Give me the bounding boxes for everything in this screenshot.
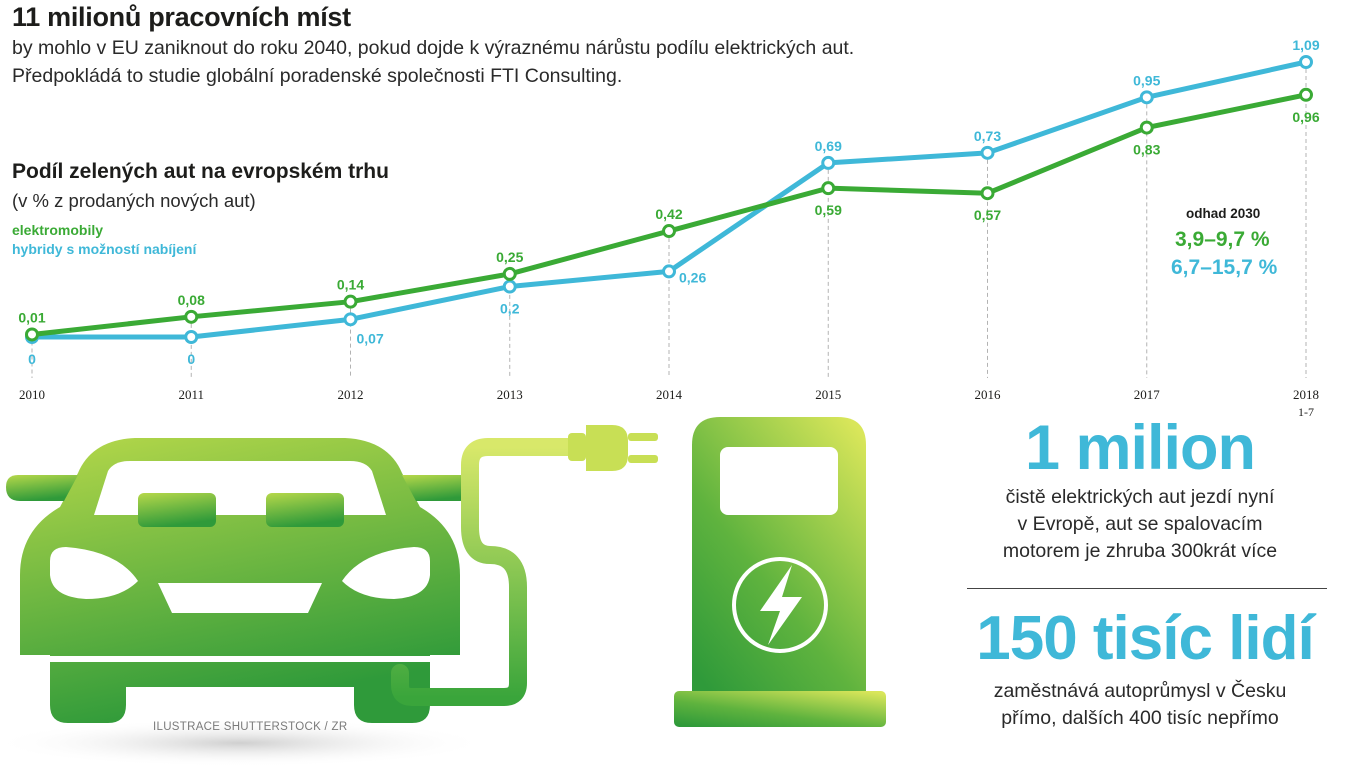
data-point-phev xyxy=(502,279,517,294)
data-point-ev xyxy=(1299,87,1313,102)
data-label-ev: 0,57 xyxy=(974,207,1001,223)
stat-description-line: v Evropě, aut se spalovacím xyxy=(1017,513,1263,535)
stat-electric-cars-description: čistě elektrických aut jezdí nyní v Evro… xyxy=(975,484,1305,565)
data-label-phev: 0,26 xyxy=(679,269,706,285)
data-point-phev xyxy=(1139,90,1154,105)
subtitle-line-1: by mohlo v EU zaniknout do roku 2040, po… xyxy=(12,37,855,59)
data-point-phev xyxy=(184,330,199,344)
divider xyxy=(967,588,1327,589)
data-label-ev: 0,83 xyxy=(1133,142,1160,158)
legend-item-ev: elektromobily xyxy=(12,222,104,238)
x-tick-label: 2018 xyxy=(1293,387,1319,402)
x-tick-label: 2010 xyxy=(19,387,45,402)
stat-description-line: čistě elektrických aut jezdí nyní xyxy=(1005,486,1275,508)
data-label-ev: 0,14 xyxy=(337,277,364,293)
data-point-ev xyxy=(343,294,358,309)
legend-item-phev: hybridy s možností nabíjení xyxy=(12,241,197,257)
data-label-ev: 0,08 xyxy=(178,292,205,308)
x-tick-label: 2014 xyxy=(656,387,683,402)
lightning-bolt-icon xyxy=(760,565,802,645)
data-label-phev: 1,09 xyxy=(1292,37,1319,53)
data-label-ev: 0,25 xyxy=(496,249,523,265)
x-tick-label: 2013 xyxy=(497,387,523,402)
data-point-ev xyxy=(980,186,995,201)
data-point-ev xyxy=(502,266,517,281)
data-label-phev: 0,2 xyxy=(500,301,520,317)
estimate-phev: 6,7–15,7 % xyxy=(1171,256,1278,279)
data-label-ev: 0,96 xyxy=(1292,109,1319,125)
data-label-phev: 0 xyxy=(28,351,36,367)
data-point-phev xyxy=(1299,55,1313,69)
data-label-phev: 0,95 xyxy=(1133,72,1160,88)
data-point-phev xyxy=(662,264,676,279)
charging-station-icon xyxy=(674,417,886,727)
stat-description-line: motorem je zhruba 300krát více xyxy=(1002,540,1278,562)
stat-description-line: přímo, dalších 400 tisíc nepřímo xyxy=(1001,707,1279,729)
estimate-title: odhad 2030 xyxy=(1186,206,1261,221)
x-tick-label: 2017 xyxy=(1134,387,1161,402)
data-label-phev: 0 xyxy=(187,351,195,367)
data-point-phev xyxy=(821,155,836,170)
stat-electric-cars-value: 1 milion xyxy=(1024,413,1256,483)
x-tick-label: 2012 xyxy=(338,387,364,402)
data-point-ev xyxy=(1139,120,1154,135)
image-credit: ILUSTRACE SHUTTERSTOCK / ZR xyxy=(153,721,348,733)
data-label-ev: 0,01 xyxy=(18,309,45,325)
stat-employment-value: 150 tisíc lidí xyxy=(976,604,1315,673)
data-point-ev xyxy=(821,181,836,196)
stat-employment-description: zaměstnává autoprůmysl v Česku přímo, da… xyxy=(975,678,1305,732)
line-chart: 0,01 0,08 0,14 0,25 0,42 0,59 0,57 0,83 0,96 0 0 0,… xyxy=(18,37,1319,419)
car-icon xyxy=(6,438,474,723)
data-point-ev xyxy=(184,309,199,324)
chart-unit-label: (v % z prodaných nových aut) xyxy=(12,190,256,211)
data-label-phev: 0,69 xyxy=(815,138,842,154)
data-label-ev: 0,59 xyxy=(815,202,842,218)
subtitle-line-2: Předpokládá to studie globální poradensk… xyxy=(12,65,623,87)
data-point-ev xyxy=(662,224,676,239)
x-tick-label: 2015 xyxy=(815,387,841,402)
data-label-phev: 0,73 xyxy=(974,128,1001,144)
ev-charging-illustration xyxy=(0,417,886,767)
headline: 11 milionů pracovních míst xyxy=(12,2,351,32)
x-tick-sublabel: 1-7 xyxy=(1298,405,1314,419)
estimate-ev: 3,9–9,7 % xyxy=(1175,228,1270,251)
chart-title: Podíl zelených aut na evropském trhu xyxy=(12,160,389,183)
data-label-phev: 0,07 xyxy=(357,330,384,346)
x-tick-label: 2016 xyxy=(975,387,1002,402)
stat-description-line: zaměstnává autoprůmysl v Česku xyxy=(993,680,1287,702)
data-label-ev: 0,42 xyxy=(655,206,682,222)
data-point-phev xyxy=(343,312,358,327)
data-point-phev xyxy=(980,145,995,160)
data-point-ev xyxy=(25,327,39,342)
plug-icon xyxy=(568,425,658,471)
x-tick-label: 2011 xyxy=(178,387,204,402)
charging-cable-icon xyxy=(391,438,583,706)
